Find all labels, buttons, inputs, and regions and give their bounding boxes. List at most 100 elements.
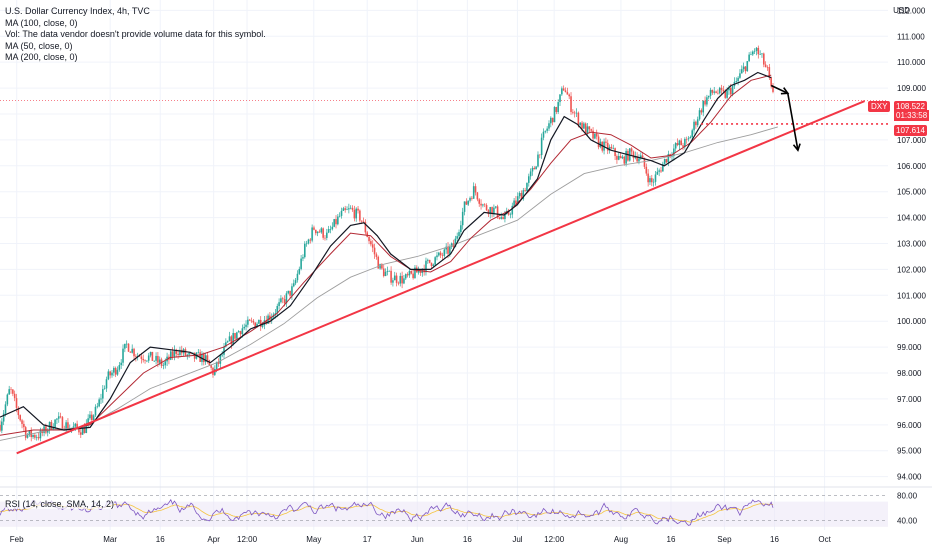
candle-body xyxy=(461,211,464,226)
legend-ma200[interactable]: MA (200, close, 0) xyxy=(5,52,78,62)
chart-legend: U.S. Dollar Currency Index, 4h, TVC MA (… xyxy=(5,6,266,64)
time-tick-label: Oct xyxy=(818,535,831,544)
candle-body xyxy=(483,204,486,206)
candle-body xyxy=(105,379,108,389)
candle-body xyxy=(1,421,3,431)
ma100-line xyxy=(0,71,772,431)
candle-body xyxy=(169,351,172,360)
candle-body xyxy=(50,421,53,430)
candle-body xyxy=(671,156,673,157)
candle-body xyxy=(373,247,376,255)
candle-body xyxy=(329,229,332,230)
candle-body xyxy=(579,122,582,126)
candle-body xyxy=(522,190,525,199)
candle-body xyxy=(13,393,16,399)
candle-body xyxy=(410,270,413,274)
candle-body xyxy=(303,243,306,258)
candle-body xyxy=(179,349,181,356)
candle-body xyxy=(755,47,758,51)
candle-body xyxy=(540,137,543,156)
candle-body xyxy=(581,122,583,129)
candle-body xyxy=(572,111,574,113)
candle-body xyxy=(772,86,774,92)
candle-body xyxy=(412,273,414,279)
candle-body xyxy=(691,130,694,137)
candle-body xyxy=(17,407,20,416)
candle-body xyxy=(362,221,365,223)
candle-body xyxy=(649,178,651,183)
candle-body xyxy=(342,208,345,211)
candle-body xyxy=(682,145,684,147)
candle-body xyxy=(728,87,730,91)
candle-body xyxy=(761,53,763,55)
candle-body xyxy=(370,241,372,245)
candle-body xyxy=(726,90,728,98)
candle-body xyxy=(465,201,468,205)
candle-body xyxy=(89,414,91,419)
rsi-legend[interactable]: RSI (14, close, SMA, 14, 2) xyxy=(5,499,115,509)
candle-body xyxy=(237,331,240,333)
candle-body xyxy=(35,437,38,438)
candle-body xyxy=(735,81,738,82)
price-axis[interactable]: 112.000111.000110.000109.000108.000107.0… xyxy=(897,6,926,481)
candle-body xyxy=(660,170,662,172)
candle-body xyxy=(623,156,626,164)
candle-body xyxy=(305,243,308,245)
candle-body xyxy=(502,217,504,219)
candle-body xyxy=(335,219,337,225)
candle-body xyxy=(0,424,1,431)
candle-body xyxy=(584,123,587,134)
projection-arrow[interactable] xyxy=(770,84,799,151)
candle-body xyxy=(157,355,159,363)
time-tick-label: Feb xyxy=(10,535,24,544)
candle-body xyxy=(296,273,299,281)
candle-body xyxy=(638,158,640,162)
time-tick-label: 16 xyxy=(156,535,165,544)
ma200-line xyxy=(0,126,778,441)
candle-body xyxy=(533,167,536,170)
candle-body xyxy=(414,267,416,279)
candle-body xyxy=(300,258,302,269)
price-tick-label: 101.000 xyxy=(897,291,926,300)
candle-body xyxy=(118,365,121,370)
candle-body xyxy=(693,121,695,131)
candle-body xyxy=(639,155,642,159)
time-axis[interactable]: Feb Mar 16 Apr 12:00 May 17 Jun 16 Jul 12:00 Aug 16 S… xyxy=(10,535,832,544)
candle-body xyxy=(537,154,539,167)
time-tick-label: Mar xyxy=(103,535,117,544)
candle-body xyxy=(52,427,55,430)
candle-body xyxy=(45,426,47,433)
price-tick-label: 107.000 xyxy=(897,136,926,145)
candle-body xyxy=(292,283,295,287)
candle-body xyxy=(676,143,679,146)
candle-body xyxy=(651,178,653,183)
candle-body xyxy=(744,66,747,72)
candle-body xyxy=(438,252,440,256)
candle-body xyxy=(94,406,97,416)
legend-title[interactable]: U.S. Dollar Currency Index, 4h, TVC xyxy=(5,6,150,16)
candle-body xyxy=(467,200,470,205)
candle-body xyxy=(382,268,385,277)
candle-body xyxy=(645,166,648,174)
candle-body xyxy=(594,133,596,139)
candle-body xyxy=(720,87,723,90)
candle-body xyxy=(595,133,598,137)
candle-body xyxy=(223,346,225,355)
legend-ma100[interactable]: MA (100, close, 0) xyxy=(5,17,78,28)
candle-body xyxy=(57,416,60,419)
price-tick-label: 110.000 xyxy=(897,58,926,67)
candle-body xyxy=(539,154,541,156)
candle-body xyxy=(278,302,280,306)
candle-body xyxy=(54,419,56,428)
currency-unit[interactable]: USD xyxy=(893,6,910,15)
rsi-tick-label: 80.00 xyxy=(897,491,918,500)
candle-body xyxy=(197,352,200,353)
candle-body xyxy=(417,270,420,273)
trendline[interactable] xyxy=(16,100,866,455)
candle-body xyxy=(298,268,301,274)
candle-body xyxy=(606,142,609,151)
legend-ma50[interactable]: MA (50, close, 0) xyxy=(5,40,73,51)
candle-body xyxy=(482,204,484,206)
candle-body xyxy=(641,155,644,158)
